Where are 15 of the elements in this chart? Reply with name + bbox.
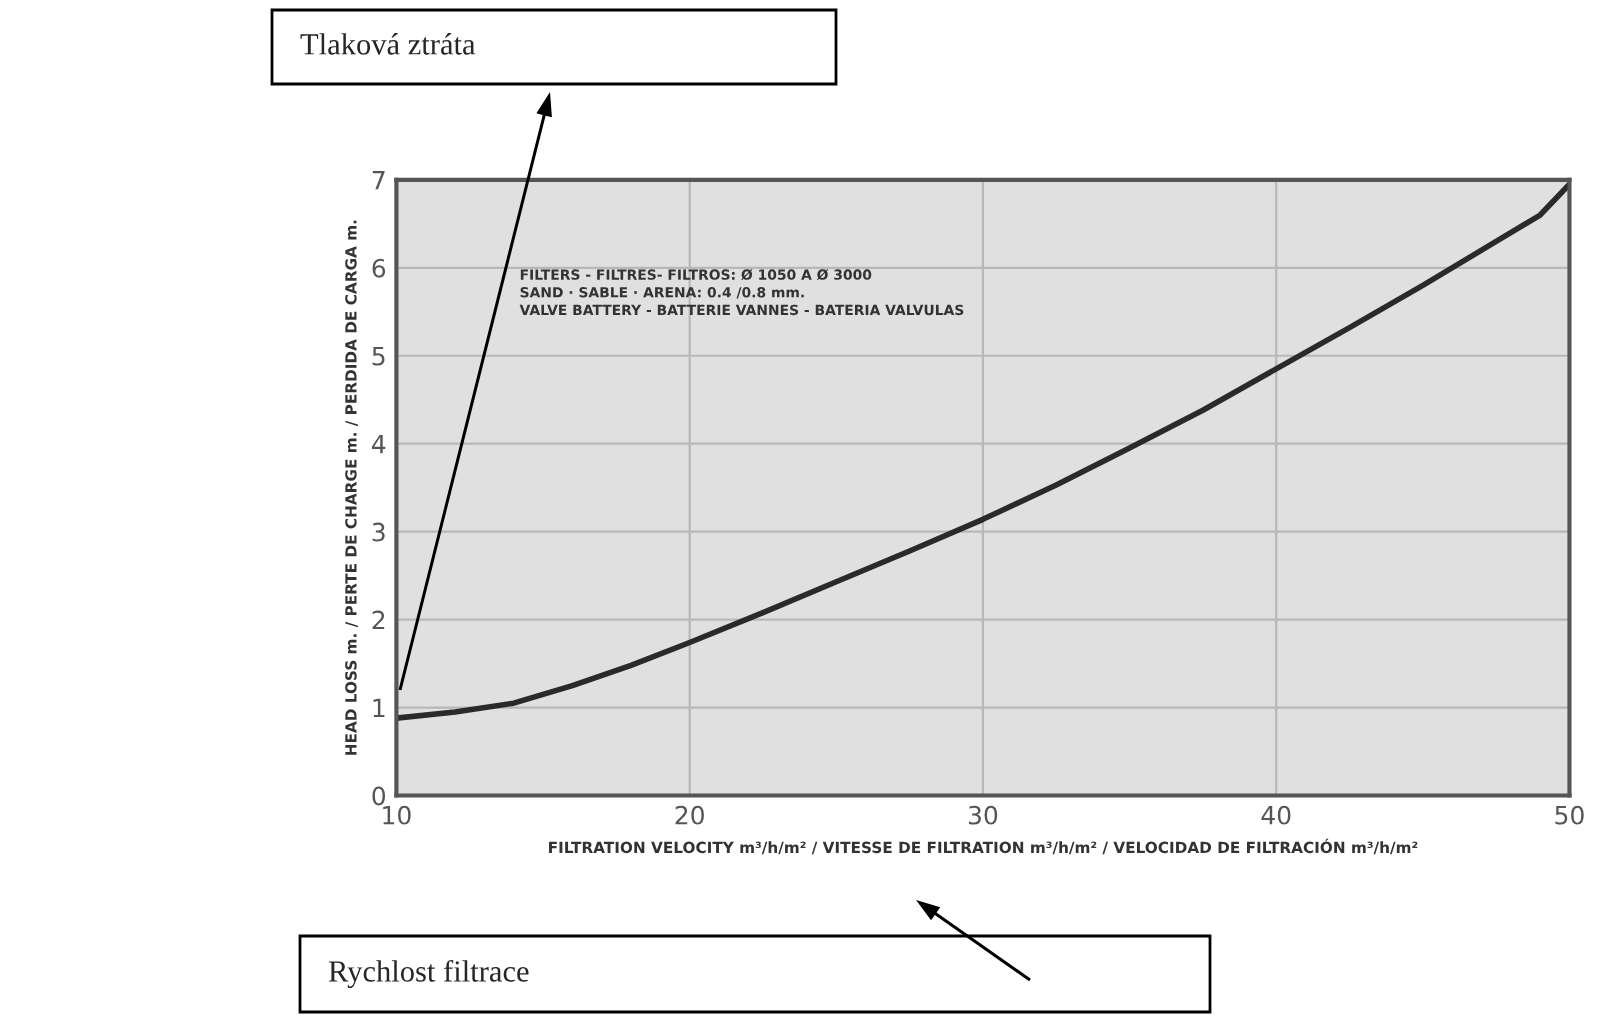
- y-tick-label: 3: [372, 522, 385, 542]
- y-tick-label: 2: [372, 610, 385, 630]
- x-tick-label: 50: [1555, 805, 1584, 825]
- y-tick-label: 5: [372, 347, 385, 366]
- x-tick-label: 40: [1261, 805, 1291, 825]
- x-tick-label: 10: [383, 805, 411, 825]
- y-tick-label: 4: [372, 434, 386, 454]
- y-tick-label: 7: [372, 171, 385, 190]
- y-tick-label: 0: [372, 786, 386, 806]
- y-tick-label: 1: [373, 698, 385, 718]
- y-tick-label: 6: [372, 258, 386, 278]
- x-tick-label: 30: [968, 805, 998, 825]
- text: Tlaková ztráta: [300, 33, 476, 55]
- text: Rychlost filtrace: [328, 959, 529, 989]
- x-tick-label: 20: [675, 805, 704, 825]
